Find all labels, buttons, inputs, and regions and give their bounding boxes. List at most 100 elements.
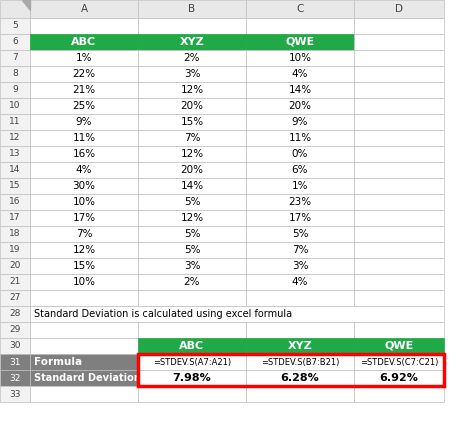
Bar [354,258,444,274]
Bar [30,98,138,114]
Bar [354,82,444,98]
Text: 23%: 23% [289,197,311,207]
Bar [30,18,138,34]
Bar [30,50,138,66]
Text: Standard Deviation is calculated using excel formula: Standard Deviation is calculated using e… [34,309,292,319]
Bar [0,290,30,306]
Text: 19: 19 [9,246,21,254]
Bar [138,354,444,386]
Bar [138,370,246,386]
Bar [246,242,354,258]
Bar [0,274,30,290]
Text: 6%: 6% [292,165,308,175]
Text: 14%: 14% [289,85,311,95]
Text: 2%: 2% [184,53,200,63]
Bar [30,354,138,370]
Text: 20: 20 [9,262,21,270]
Bar [30,338,138,354]
Text: 21: 21 [9,278,21,286]
Bar [354,130,444,146]
Bar [246,258,354,274]
Bar [246,0,354,18]
Bar [30,34,138,50]
Bar [354,194,444,210]
Text: 5%: 5% [184,197,200,207]
Bar [354,66,444,82]
Bar [0,98,30,114]
Bar [0,242,30,258]
Bar [246,18,354,34]
Bar [0,146,30,162]
Bar [138,66,246,82]
Text: QWE: QWE [285,37,315,47]
Bar [138,242,246,258]
Bar [30,66,138,82]
Bar [354,338,444,354]
Text: XYZ: XYZ [288,341,312,351]
Text: 11%: 11% [289,133,311,143]
Polygon shape [22,0,30,10]
Text: 22%: 22% [73,69,96,79]
Bar [138,34,246,50]
Text: 25%: 25% [73,101,96,111]
Text: 3%: 3% [184,261,200,271]
Bar [246,114,354,130]
Bar [30,130,138,146]
Text: 18: 18 [9,230,21,238]
Bar [138,386,246,402]
Bar [30,114,138,130]
Bar [246,290,354,306]
Bar [30,146,138,162]
Bar [246,162,354,178]
Text: 3%: 3% [184,69,200,79]
Bar [0,370,30,386]
Bar [30,322,138,338]
Bar [246,210,354,226]
Bar [0,0,30,18]
Bar [138,322,246,338]
Text: 11%: 11% [73,133,96,143]
Bar [138,146,246,162]
Text: 17%: 17% [289,213,311,223]
Text: 7%: 7% [292,245,308,255]
Text: 7: 7 [12,53,18,63]
Text: 6.28%: 6.28% [281,373,319,383]
Text: 5: 5 [12,21,18,31]
Bar [354,226,444,242]
Text: 15%: 15% [73,261,96,271]
Text: =STDEV.S(C7:C21): =STDEV.S(C7:C21) [360,357,438,366]
Text: D: D [395,4,403,14]
Text: Standard Deviation: Standard Deviation [34,373,141,383]
Bar [354,354,444,370]
Bar [138,50,246,66]
Bar [0,50,30,66]
Bar [0,322,30,338]
Text: 27: 27 [9,293,21,302]
Bar [354,210,444,226]
Bar [138,130,246,146]
Text: 28: 28 [9,309,21,318]
Text: 29: 29 [9,325,21,334]
Text: ABC: ABC [180,341,205,351]
Text: 10: 10 [9,102,21,111]
Bar [354,386,444,402]
Text: =STDEV.S(B7:B21): =STDEV.S(B7:B21) [261,357,339,366]
Text: ABC: ABC [72,37,97,47]
Bar [138,162,246,178]
Text: 9: 9 [12,86,18,95]
Text: 7%: 7% [184,133,200,143]
Bar [0,386,30,402]
Bar [246,370,354,386]
Bar [246,98,354,114]
Text: 13: 13 [9,150,21,159]
Text: 14%: 14% [181,181,203,191]
Bar [138,354,246,370]
Bar [138,18,246,34]
Text: B: B [189,4,196,14]
Text: 14: 14 [9,166,21,174]
Bar [30,210,138,226]
Bar [30,162,138,178]
Bar [354,370,444,386]
Text: 15: 15 [9,182,21,190]
Bar [354,34,444,50]
